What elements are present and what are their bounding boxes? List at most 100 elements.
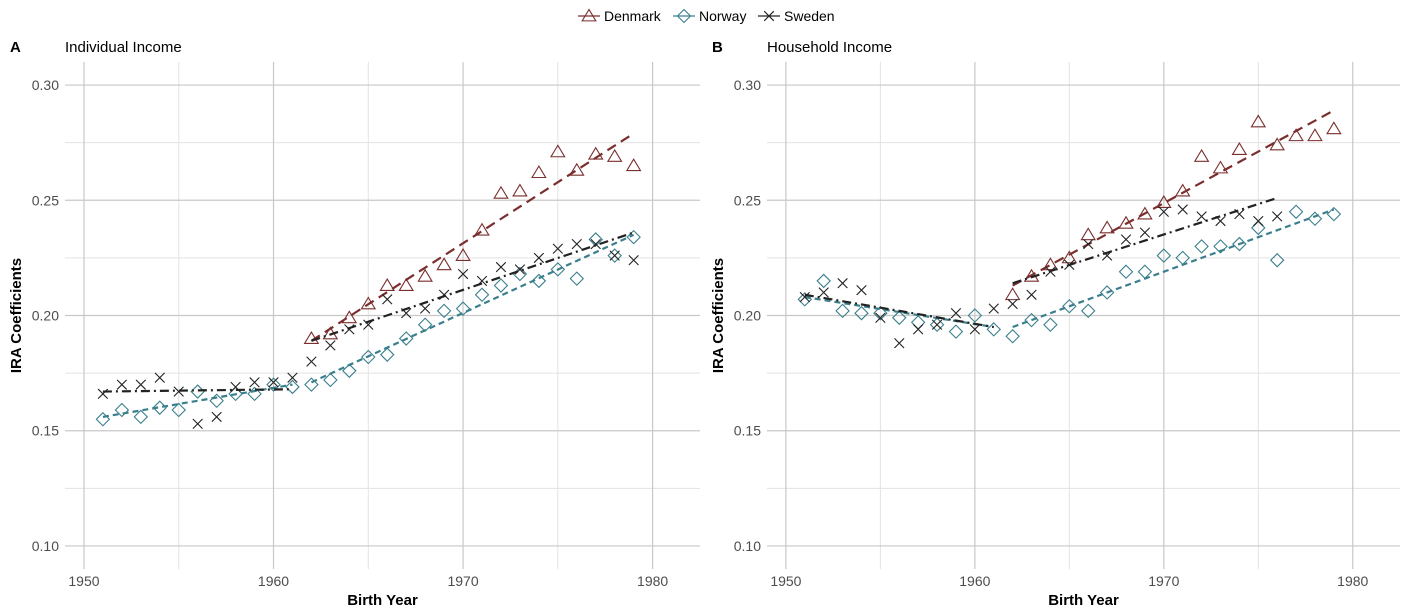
y-tick-label: 0.10 <box>32 538 59 554</box>
series-sweden <box>799 196 1283 349</box>
data-point-norway <box>247 386 262 402</box>
data-point-norway <box>1213 239 1228 254</box>
trend-line-norway <box>804 295 994 329</box>
x-tick-label: 1950 <box>68 573 99 589</box>
trend-line-sweden <box>1012 196 1278 285</box>
data-point-sweden <box>1007 298 1018 310</box>
data-point-norway <box>133 409 149 425</box>
data-point-denmark <box>1250 114 1267 128</box>
data-point-denmark <box>1099 220 1115 234</box>
data-point-sweden <box>1120 234 1132 245</box>
data-point-denmark <box>436 257 452 271</box>
x-tick-label: 1970 <box>1148 573 1179 589</box>
data-point-norway <box>1307 211 1323 226</box>
data-point-norway <box>436 303 452 319</box>
data-point-sweden <box>950 308 962 319</box>
data-point-norway <box>1043 317 1058 332</box>
data-point-denmark <box>455 248 471 262</box>
data-point-denmark <box>1137 206 1153 220</box>
x-tick-label: 1980 <box>1337 573 1368 589</box>
data-point-norway <box>474 287 490 303</box>
series-sweden <box>97 231 639 430</box>
data-point-sweden <box>931 319 943 330</box>
legend-label: Norway <box>699 8 746 24</box>
data-point-denmark <box>1061 250 1078 264</box>
data-point-sweden <box>325 340 336 351</box>
data-point-norway <box>379 347 395 362</box>
data-point-norway <box>1080 303 1096 319</box>
data-point-norway <box>171 402 187 418</box>
trend-line-sweden <box>804 293 994 329</box>
data-point-sweden <box>1083 238 1094 250</box>
y-tick-label: 0.30 <box>734 77 761 93</box>
panel-letter: A <box>10 39 21 56</box>
data-point-norway <box>1118 264 1134 279</box>
data-point-norway <box>1326 206 1342 222</box>
data-point-denmark <box>606 148 623 162</box>
data-point-norway <box>891 310 907 326</box>
data-point-denmark <box>1231 142 1248 155</box>
data-point-sweden <box>552 243 564 254</box>
data-point-norway <box>1288 204 1304 220</box>
y-tick-label: 0.15 <box>32 423 59 439</box>
legend-item-denmark: Denmark <box>578 8 662 24</box>
data-point-sweden <box>1026 289 1037 300</box>
data-point-sweden <box>875 312 886 323</box>
data-point-norway <box>1269 252 1285 268</box>
x-tick-label: 1960 <box>959 573 990 589</box>
trend-line-norway <box>102 383 293 418</box>
data-point-norway <box>1005 328 1020 344</box>
y-tick-label: 0.30 <box>32 77 59 93</box>
x-tick-label: 1970 <box>447 573 478 589</box>
data-point-norway <box>835 303 850 319</box>
gridlines <box>767 62 1400 569</box>
data-point-sweden <box>306 356 317 367</box>
data-point-denmark <box>531 165 547 179</box>
trend-line-sweden <box>102 388 293 393</box>
legend: Denmark Norway Sweden <box>578 8 835 24</box>
data-point-denmark <box>1326 121 1342 135</box>
data-point-sweden <box>268 377 279 388</box>
data-point-sweden <box>287 372 298 383</box>
data-point-sweden <box>988 303 999 314</box>
data-point-denmark <box>1156 195 1172 209</box>
x-axis-title: Birth Year <box>1048 592 1119 609</box>
data-point-denmark <box>1193 148 1210 162</box>
y-tick-label: 0.15 <box>734 423 761 439</box>
data-point-denmark <box>568 162 585 176</box>
data-point-sweden <box>837 278 848 289</box>
gridlines <box>65 62 700 569</box>
data-point-norway <box>455 301 471 316</box>
data-point-denmark <box>379 277 396 291</box>
trend-line-norway <box>310 233 635 384</box>
data-point-sweden <box>192 418 203 430</box>
x-tick-label: 1980 <box>637 573 668 589</box>
data-point-norway <box>531 273 547 289</box>
data-point-denmark <box>550 144 566 158</box>
data-point-sweden <box>571 238 582 250</box>
data-point-sweden <box>609 250 620 261</box>
data-point-norway <box>967 308 983 323</box>
data-point-sweden <box>969 324 981 335</box>
data-point-norway <box>626 229 641 245</box>
panel-b: 0.10 0.15 0.20 0.25 0.30 1950 1960 1970 1980 Birt… <box>710 39 1400 609</box>
x-axis-title: Birth Year <box>347 592 418 609</box>
data-point-norway <box>816 273 831 289</box>
x-tick-label: 1960 <box>258 573 289 589</box>
data-point-norway <box>607 248 622 263</box>
data-point-denmark <box>625 158 642 172</box>
data-point-denmark <box>1004 287 1021 301</box>
legend-key-cross-icon <box>763 10 775 22</box>
data-point-denmark <box>474 222 490 236</box>
data-point-norway <box>493 278 509 293</box>
data-point-norway <box>361 349 376 365</box>
data-point-sweden <box>799 291 810 303</box>
data-point-sweden <box>894 337 905 349</box>
data-point-norway <box>854 305 869 321</box>
series-denmark <box>303 132 642 344</box>
data-point-sweden <box>856 284 867 296</box>
data-point-norway <box>114 402 130 418</box>
data-point-denmark <box>1042 257 1059 271</box>
